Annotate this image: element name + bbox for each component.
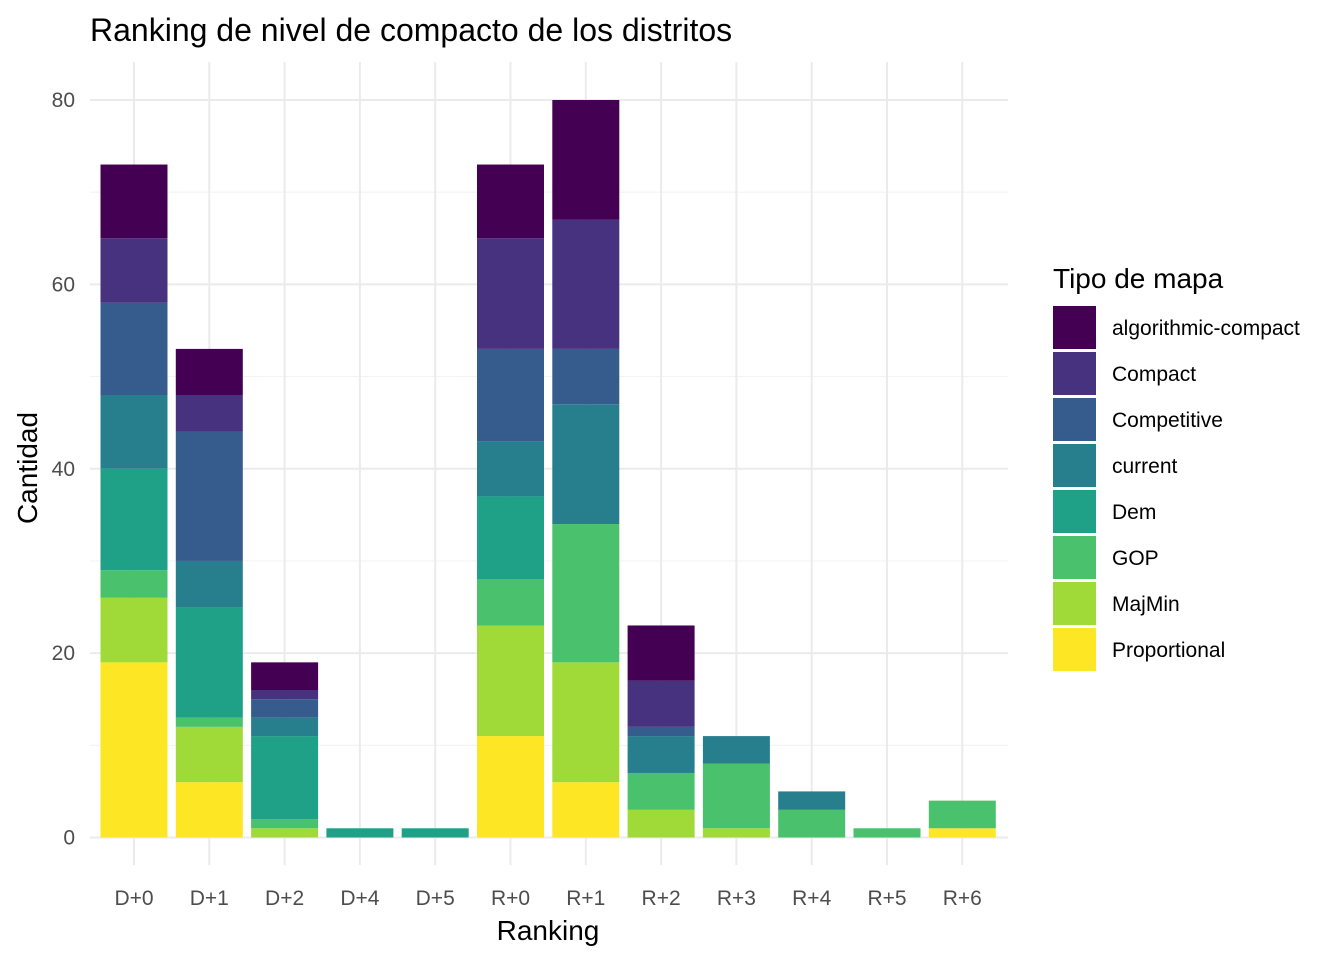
y-axis-title: Cantidad: [12, 412, 43, 524]
bar-segment: [326, 828, 394, 838]
bar-segment: [251, 690, 319, 700]
legend: Tipo de mapa algorithmic-compact Compact C…: [1053, 263, 1300, 671]
bar-segment: [477, 496, 544, 580]
bar-segment: [702, 828, 770, 838]
legend-label: GOP: [1112, 547, 1159, 570]
y-tick-label: 20: [52, 642, 75, 665]
bar-segment: [100, 662, 168, 838]
bar-segment: [175, 348, 243, 395]
y-tick-label: 80: [52, 89, 75, 112]
x-tick-label: D+0: [114, 887, 153, 910]
bar-segment: [627, 726, 695, 737]
bar-segment: [778, 809, 846, 838]
x-tick-label: R+4: [792, 887, 831, 910]
legend-swatch: [1053, 352, 1096, 395]
bar-segment: [552, 782, 620, 838]
bar-segment: [477, 238, 544, 349]
legend-label: algorithmic-compact: [1112, 317, 1300, 340]
x-axis-ticks: D+0 D+1 D+2 D+4 D+5 R+0 R+1 R+2 R+3 R+4 R+5 R+6: [114, 887, 981, 910]
bar-segment: [627, 809, 695, 838]
bar-segment: [251, 736, 319, 820]
bar-segment: [627, 736, 695, 773]
legend-swatch: [1053, 490, 1096, 533]
legend-swatch: [1053, 536, 1096, 579]
bar-segment: [928, 828, 996, 838]
bar-segment: [477, 164, 544, 239]
bar-segment: [175, 560, 243, 608]
legend-label: Competitive: [1112, 409, 1223, 432]
bar-segment: [251, 819, 319, 829]
x-tick-label: D+1: [190, 887, 229, 910]
bar-segment: [175, 431, 243, 561]
bar-segment: [627, 680, 695, 727]
grid: [90, 62, 1008, 865]
x-tick-label: R+1: [566, 887, 605, 910]
bar-segment: [100, 302, 168, 395]
bar-segment: [552, 219, 620, 349]
x-tick-label: R+5: [867, 887, 906, 910]
bar-segment: [251, 662, 319, 690]
x-tick-label: R+2: [642, 887, 681, 910]
x-tick-label: R+3: [717, 887, 756, 910]
bar-segment: [175, 782, 243, 838]
legend-label: MajMin: [1112, 593, 1180, 616]
bar-segment: [778, 791, 846, 810]
bar-segment: [100, 238, 168, 303]
bar-segment: [477, 441, 544, 497]
x-tick-label: R+6: [943, 887, 982, 910]
legend-swatch: [1053, 628, 1096, 671]
bar-segment: [175, 395, 243, 432]
bar-segment: [477, 579, 544, 626]
bar-segment: [552, 404, 620, 525]
bar-segment: [100, 468, 168, 571]
y-axis-ticks: 0 20 40 60 80: [52, 89, 75, 850]
legend-swatch: [1053, 306, 1096, 349]
y-tick-label: 40: [52, 458, 75, 481]
legend-label: Proportional: [1112, 639, 1225, 662]
bar-segment: [702, 763, 770, 829]
x-axis-title: Ranking: [497, 915, 600, 946]
bar-segment: [251, 717, 319, 737]
legend-label: Compact: [1112, 363, 1196, 386]
bar-segment: [477, 736, 544, 838]
bar-segment: [928, 800, 996, 829]
bar-segment: [477, 625, 544, 737]
bar-segment: [100, 164, 168, 239]
x-tick-label: D+5: [416, 887, 455, 910]
x-tick-label: D+4: [340, 887, 379, 910]
legend-label: Dem: [1112, 501, 1156, 524]
bar-segment: [401, 828, 469, 838]
chart-title: Ranking de nivel de compacto de los dist…: [90, 12, 732, 48]
bar-segment: [552, 100, 620, 220]
bar-segment: [251, 699, 319, 718]
bar-segment: [853, 828, 921, 838]
x-tick-label: D+2: [265, 887, 304, 910]
bar-segment: [552, 348, 620, 405]
bar-segment: [100, 597, 168, 663]
legend-title: Tipo de mapa: [1053, 263, 1224, 294]
legend-swatch: [1053, 444, 1096, 487]
legend-swatch: [1053, 398, 1096, 441]
bar-segment: [552, 524, 620, 663]
bar-segment: [477, 348, 544, 442]
bar-segment: [100, 395, 168, 469]
bar-segment: [552, 662, 620, 783]
legend-swatch: [1053, 582, 1096, 625]
bars: [100, 100, 996, 838]
legend-label: current: [1112, 455, 1178, 478]
bar-segment: [702, 736, 770, 764]
bar-segment: [175, 607, 243, 718]
bar-segment: [175, 717, 243, 727]
bar-segment: [175, 726, 243, 783]
y-tick-label: 0: [63, 827, 75, 850]
y-tick-label: 60: [52, 273, 75, 296]
bar-segment: [100, 570, 168, 598]
bar-segment: [627, 625, 695, 681]
bar-segment: [627, 772, 695, 810]
x-tick-label: R+0: [491, 887, 530, 910]
bar-segment: [251, 828, 319, 838]
